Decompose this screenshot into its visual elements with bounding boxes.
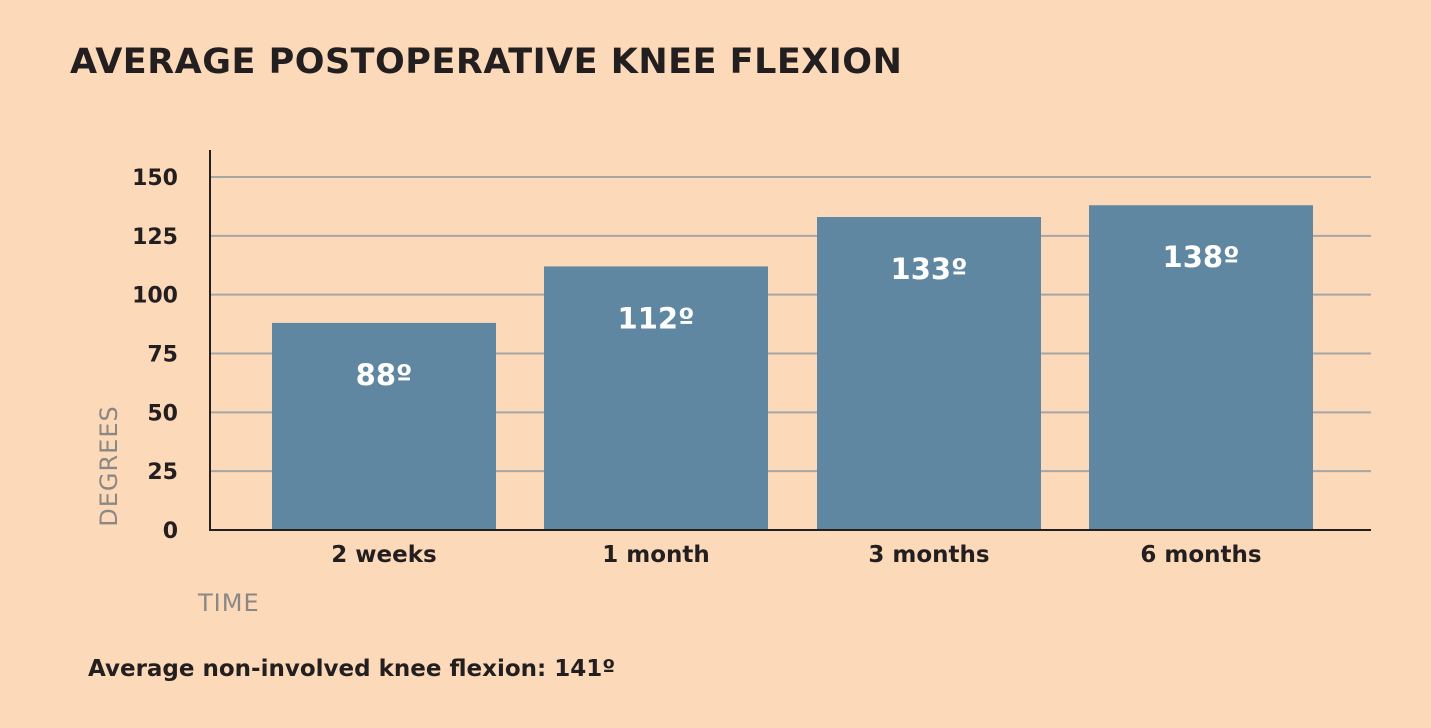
y-tick-label: 25 (147, 460, 178, 485)
y-tick-labels: 0 25 50 75 100 125 150 (132, 166, 178, 544)
y-tick-label: 0 (163, 519, 178, 544)
x-tick-label: 2 weeks (331, 542, 436, 568)
y-axis-title: DEGREES (95, 405, 123, 526)
bar (1089, 205, 1313, 531)
bar-data-label: 88º (356, 358, 413, 392)
chart-title: AVERAGE POSTOPERATIVE KNEE FLEXION (70, 42, 903, 82)
bar (817, 217, 1041, 531)
y-tick-label: 100 (132, 284, 178, 309)
bar-data-label: 138º (1163, 240, 1240, 274)
bar-data-label: 133º (891, 252, 968, 286)
y-tick-label: 125 (132, 225, 178, 250)
x-tick-label: 1 month (602, 542, 710, 568)
y-tick-label: 50 (147, 401, 178, 426)
bar (544, 266, 768, 530)
axes (209, 150, 1371, 531)
x-tick-label: 3 months (868, 542, 989, 568)
bar (272, 322, 496, 530)
footnote: Average non-involved knee flexion: 141º (88, 656, 616, 682)
y-tick-label: 75 (147, 343, 178, 368)
y-tick-label: 150 (132, 166, 178, 191)
bars: 88º 112º 133º 138º (272, 205, 1313, 531)
x-tick-label: 6 months (1140, 542, 1261, 568)
bar-data-label: 112º (618, 301, 695, 335)
x-tick-labels: 2 weeks 1 month 3 months 6 months (331, 542, 1261, 568)
x-axis-title: TIME (197, 589, 260, 617)
